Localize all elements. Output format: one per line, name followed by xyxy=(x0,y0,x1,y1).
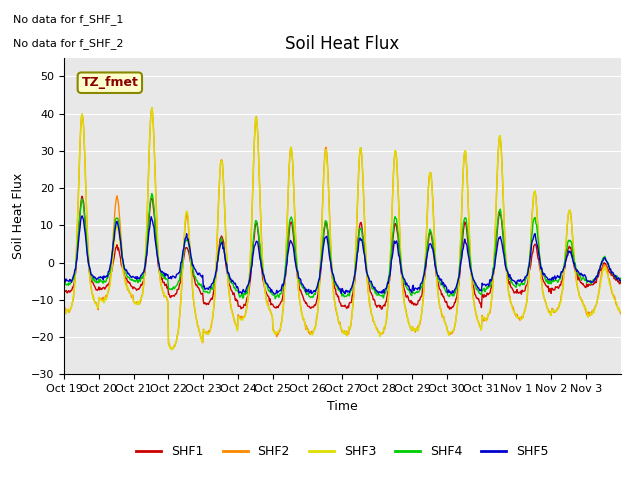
X-axis label: Time: Time xyxy=(327,400,358,413)
Text: No data for f_SHF_2: No data for f_SHF_2 xyxy=(13,38,124,49)
Title: Soil Heat Flux: Soil Heat Flux xyxy=(285,35,399,53)
Legend: SHF1, SHF2, SHF3, SHF4, SHF5: SHF1, SHF2, SHF3, SHF4, SHF5 xyxy=(131,440,554,463)
Text: TZ_fmet: TZ_fmet xyxy=(81,76,138,89)
Text: No data for f_SHF_1: No data for f_SHF_1 xyxy=(13,14,123,25)
Y-axis label: Soil Heat Flux: Soil Heat Flux xyxy=(12,173,25,259)
